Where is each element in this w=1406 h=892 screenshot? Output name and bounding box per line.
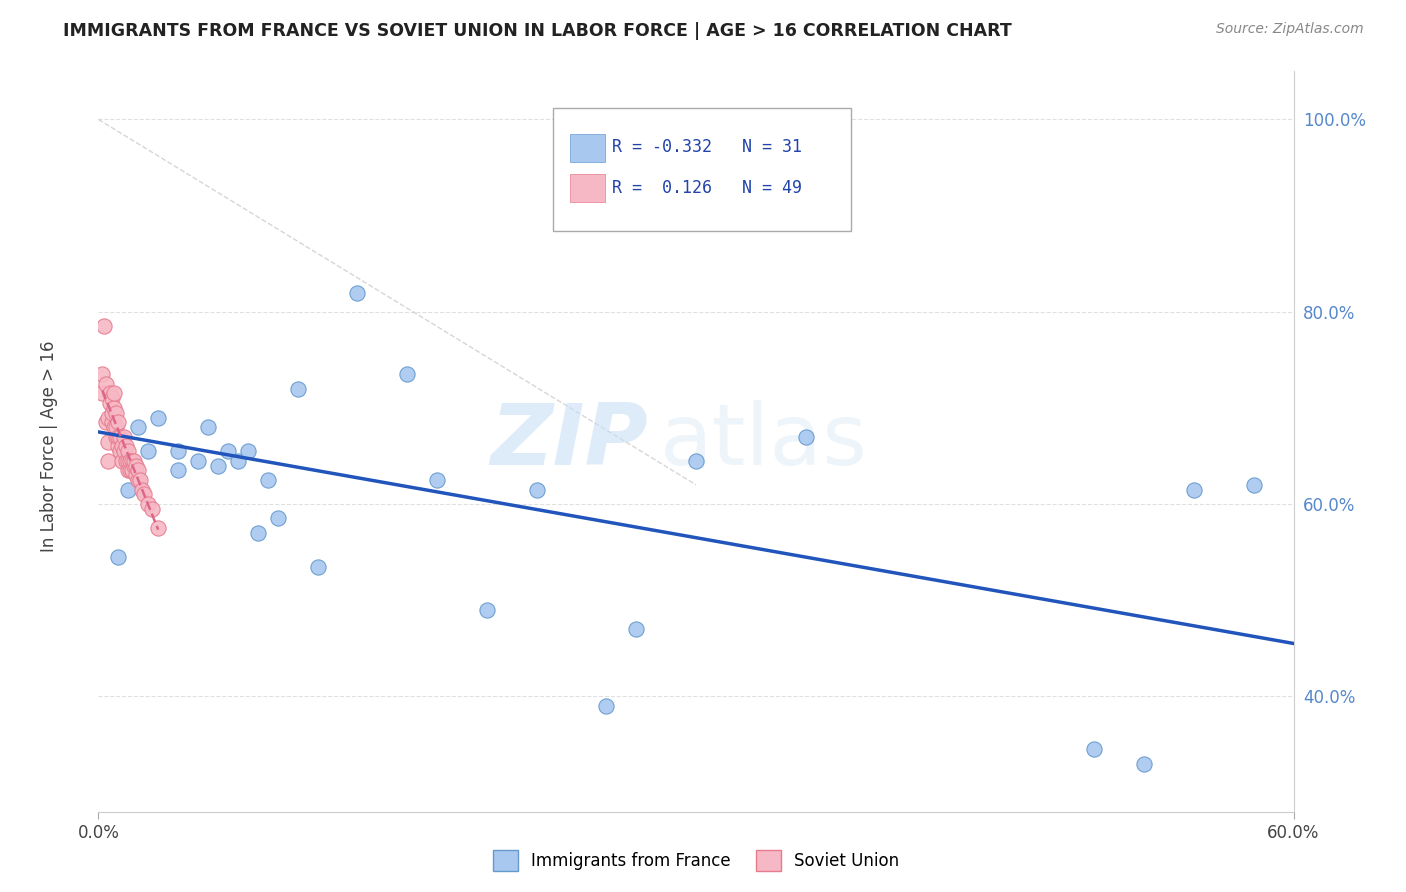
Point bbox=[91, 386, 114, 401]
Point bbox=[124, 458, 146, 473]
Point bbox=[1182, 483, 1205, 497]
Point bbox=[121, 463, 143, 477]
Point bbox=[97, 410, 120, 425]
Point bbox=[120, 454, 142, 468]
Point bbox=[226, 454, 249, 468]
Point bbox=[117, 463, 139, 477]
Point bbox=[117, 483, 139, 497]
FancyBboxPatch shape bbox=[571, 134, 605, 161]
Point bbox=[107, 430, 129, 444]
Point bbox=[91, 368, 114, 382]
Point bbox=[107, 439, 129, 453]
Point bbox=[626, 622, 648, 636]
FancyBboxPatch shape bbox=[571, 174, 605, 202]
Point bbox=[595, 698, 617, 713]
Point bbox=[121, 454, 143, 468]
Point bbox=[103, 386, 125, 401]
Point bbox=[117, 454, 139, 468]
Point bbox=[96, 376, 118, 391]
Point bbox=[124, 454, 146, 468]
Point bbox=[111, 439, 134, 453]
Point bbox=[148, 521, 170, 535]
Point bbox=[115, 454, 138, 468]
Point bbox=[207, 458, 229, 473]
Point bbox=[112, 430, 135, 444]
Point bbox=[217, 444, 239, 458]
Point bbox=[107, 415, 129, 429]
Point bbox=[148, 410, 170, 425]
Point bbox=[103, 420, 125, 434]
Point bbox=[167, 463, 190, 477]
Point bbox=[105, 420, 128, 434]
Point bbox=[307, 559, 329, 574]
Point bbox=[267, 511, 290, 525]
Point bbox=[794, 430, 817, 444]
Point bbox=[136, 444, 159, 458]
Point bbox=[98, 396, 122, 410]
Point bbox=[101, 391, 124, 405]
Point bbox=[246, 525, 269, 540]
Point bbox=[120, 463, 142, 477]
Point bbox=[526, 483, 548, 497]
Point bbox=[1083, 742, 1105, 756]
Point bbox=[685, 454, 707, 468]
Point bbox=[187, 454, 209, 468]
Point bbox=[141, 501, 163, 516]
Point bbox=[426, 473, 449, 487]
Point bbox=[105, 406, 128, 420]
Point bbox=[115, 439, 138, 453]
Point bbox=[167, 444, 190, 458]
Point bbox=[107, 549, 129, 564]
Point bbox=[105, 430, 128, 444]
Point bbox=[125, 458, 148, 473]
Point bbox=[117, 444, 139, 458]
Point bbox=[101, 415, 124, 429]
Point bbox=[287, 382, 309, 396]
Point bbox=[127, 463, 149, 477]
Text: R = -0.332   N = 31: R = -0.332 N = 31 bbox=[613, 138, 803, 156]
Point bbox=[93, 319, 115, 334]
Point bbox=[396, 368, 419, 382]
Point bbox=[127, 420, 149, 434]
Point bbox=[112, 444, 135, 458]
Point bbox=[103, 401, 125, 415]
Text: atlas: atlas bbox=[661, 400, 868, 483]
Point bbox=[236, 444, 259, 458]
Text: R =  0.126   N = 49: R = 0.126 N = 49 bbox=[613, 178, 803, 196]
Point bbox=[127, 473, 149, 487]
Point bbox=[110, 444, 132, 458]
Point bbox=[475, 603, 498, 617]
Point bbox=[97, 434, 120, 449]
FancyBboxPatch shape bbox=[553, 109, 852, 230]
Point bbox=[96, 415, 118, 429]
Point bbox=[134, 487, 156, 501]
Text: IMMIGRANTS FROM FRANCE VS SOVIET UNION IN LABOR FORCE | AGE > 16 CORRELATION CHA: IMMIGRANTS FROM FRANCE VS SOVIET UNION I… bbox=[63, 22, 1012, 40]
Point bbox=[111, 454, 134, 468]
Point bbox=[101, 406, 124, 420]
Text: Source: ZipAtlas.com: Source: ZipAtlas.com bbox=[1216, 22, 1364, 37]
Point bbox=[256, 473, 278, 487]
Text: ZIP: ZIP bbox=[491, 400, 648, 483]
Point bbox=[197, 420, 219, 434]
Point bbox=[110, 430, 132, 444]
Point bbox=[1243, 478, 1265, 492]
Point bbox=[125, 468, 148, 483]
Text: In Labor Force | Age > 16: In Labor Force | Age > 16 bbox=[41, 340, 58, 552]
Point bbox=[1133, 756, 1156, 771]
Point bbox=[129, 473, 152, 487]
Point bbox=[136, 497, 159, 511]
Legend: Immigrants from France, Soviet Union: Immigrants from France, Soviet Union bbox=[486, 844, 905, 878]
Point bbox=[346, 285, 368, 300]
Point bbox=[98, 386, 122, 401]
Point bbox=[131, 483, 153, 497]
Point bbox=[97, 454, 120, 468]
